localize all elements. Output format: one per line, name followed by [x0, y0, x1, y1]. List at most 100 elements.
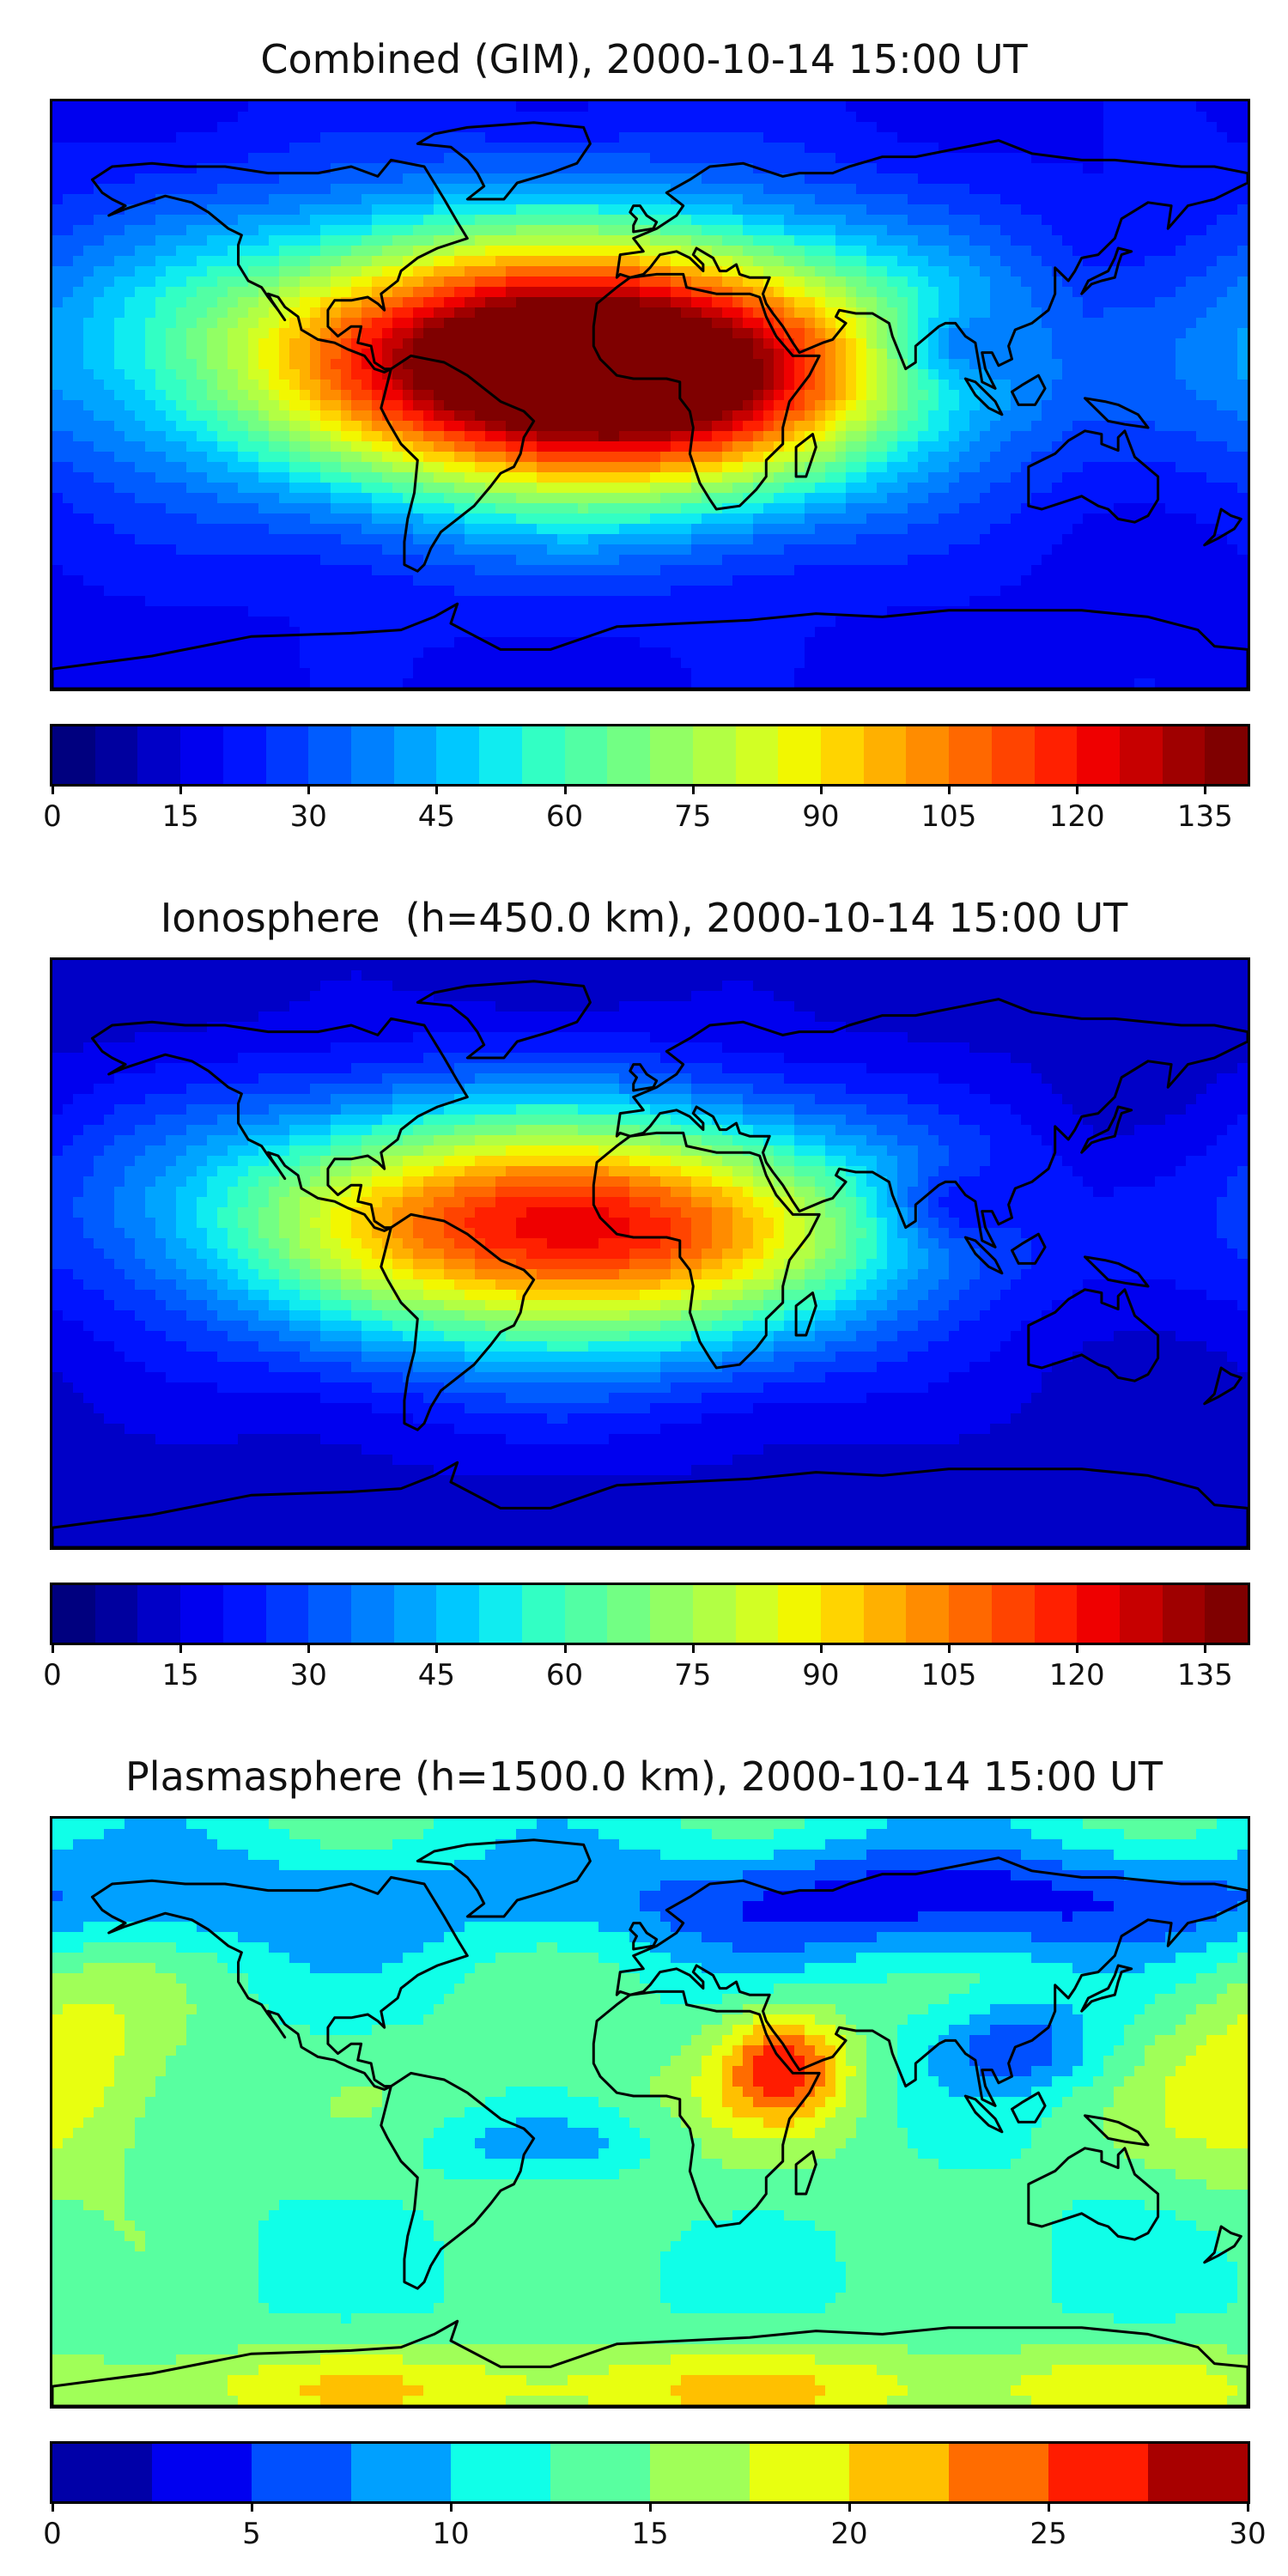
heatmap-cell	[1042, 441, 1053, 453]
heatmap-cell	[969, 534, 981, 545]
heatmap-cell	[939, 452, 950, 463]
heatmap-cell	[928, 462, 939, 473]
heatmap-cell	[1000, 276, 1012, 288]
heatmap-cell	[1031, 513, 1042, 525]
heatmap-cell	[722, 328, 733, 339]
heatmap-cell	[763, 215, 775, 226]
heatmap-cell	[372, 143, 383, 154]
heatmap-cell	[186, 318, 197, 329]
heatmap-cell	[959, 503, 970, 514]
heatmap-cell	[526, 112, 538, 123]
heatmap-cell	[526, 513, 538, 525]
heatmap-cell	[238, 400, 249, 411]
heatmap-cell	[1145, 287, 1156, 298]
heatmap-cell	[258, 246, 270, 257]
heatmap-cell	[1042, 204, 1053, 216]
heatmap-cell	[990, 101, 1001, 112]
heatmap-cell	[1031, 328, 1042, 339]
heatmap-cell	[825, 235, 836, 246]
heatmap-cell	[1072, 534, 1084, 545]
heatmap-cell	[1186, 380, 1197, 391]
heatmap-cell	[578, 369, 589, 380]
heatmap-cell	[320, 472, 331, 483]
heatmap-cell	[94, 472, 105, 483]
heatmap-cell	[1237, 287, 1248, 298]
heatmap-cell	[547, 462, 558, 473]
heatmap-cell	[949, 307, 960, 319]
heatmap-cell	[341, 431, 352, 442]
heatmap-cell	[331, 276, 342, 288]
heatmap-cell	[825, 493, 836, 504]
heatmap-cell	[681, 513, 692, 525]
heatmap-cell	[959, 297, 970, 308]
heatmap-cell	[1124, 235, 1135, 246]
heatmap-cell	[83, 338, 94, 349]
heatmap-cell	[269, 194, 280, 205]
heatmap-cell	[1227, 338, 1238, 349]
heatmap-cell	[949, 194, 960, 205]
heatmap-cell	[114, 225, 125, 236]
heatmap-cell	[454, 173, 465, 185]
heatmap-cell	[279, 143, 290, 154]
heatmap-cell	[609, 503, 620, 514]
heatmap-cell	[506, 143, 517, 154]
heatmap-cell	[629, 194, 641, 205]
heatmap-cell	[598, 112, 610, 123]
heatmap-cell	[794, 297, 805, 308]
heatmap-cell	[1083, 184, 1094, 195]
heatmap-cell	[671, 153, 682, 164]
heatmap-cell	[238, 359, 249, 370]
heatmap-cell	[1206, 400, 1218, 411]
heatmap-cell	[454, 380, 465, 391]
heatmap-cell	[238, 101, 249, 112]
heatmap-cell	[485, 421, 496, 432]
heatmap-cell	[650, 503, 661, 514]
heatmap-cell	[969, 513, 981, 525]
heatmap-cell	[361, 452, 373, 463]
heatmap-cell	[279, 132, 290, 143]
heatmap-cell	[217, 462, 228, 473]
heatmap-cell	[794, 101, 805, 112]
heatmap-cell	[959, 246, 970, 257]
heatmap-cell	[1042, 338, 1053, 349]
heatmap-cell	[1124, 390, 1135, 401]
heatmap-cell	[1237, 472, 1248, 483]
heatmap-cell	[887, 452, 898, 463]
heatmap-cell	[444, 256, 455, 267]
heatmap-cell	[413, 493, 424, 504]
heatmap-cell	[939, 122, 950, 133]
heatmap-cell	[63, 184, 74, 195]
heatmap-cell	[361, 380, 373, 391]
heatmap-cell	[918, 173, 929, 185]
heatmap-cell	[125, 349, 136, 360]
heatmap-cell	[846, 287, 857, 298]
heatmap-cell	[640, 534, 651, 545]
heatmap-cell	[83, 534, 94, 545]
heatmap-cell	[135, 256, 146, 267]
heatmap-cell	[1052, 276, 1063, 288]
heatmap-cell	[526, 184, 538, 195]
heatmap-cell	[897, 503, 908, 514]
heatmap-cell	[186, 380, 197, 391]
heatmap-cell	[248, 503, 259, 514]
heatmap-cell	[1176, 194, 1187, 205]
heatmap-cell	[1052, 328, 1063, 339]
heatmap-cell	[217, 421, 228, 432]
heatmap-cell	[774, 235, 785, 246]
heatmap-cell	[1000, 400, 1012, 411]
heatmap-cell	[1206, 390, 1218, 401]
heatmap-cell	[465, 246, 476, 257]
heatmap-cell	[73, 225, 84, 236]
heatmap-cell	[289, 256, 301, 267]
heatmap-cell	[774, 380, 785, 391]
heatmap-cell	[403, 307, 414, 319]
heatmap-cell	[1155, 462, 1166, 473]
heatmap-cell	[835, 483, 847, 494]
heatmap-cell	[753, 452, 764, 463]
heatmap-cell	[743, 452, 754, 463]
heatmap-cell	[650, 483, 661, 494]
heatmap-cell	[588, 112, 599, 123]
heatmap-cell	[650, 246, 661, 257]
heatmap-cell	[207, 132, 218, 143]
heatmap-cell	[485, 256, 496, 267]
